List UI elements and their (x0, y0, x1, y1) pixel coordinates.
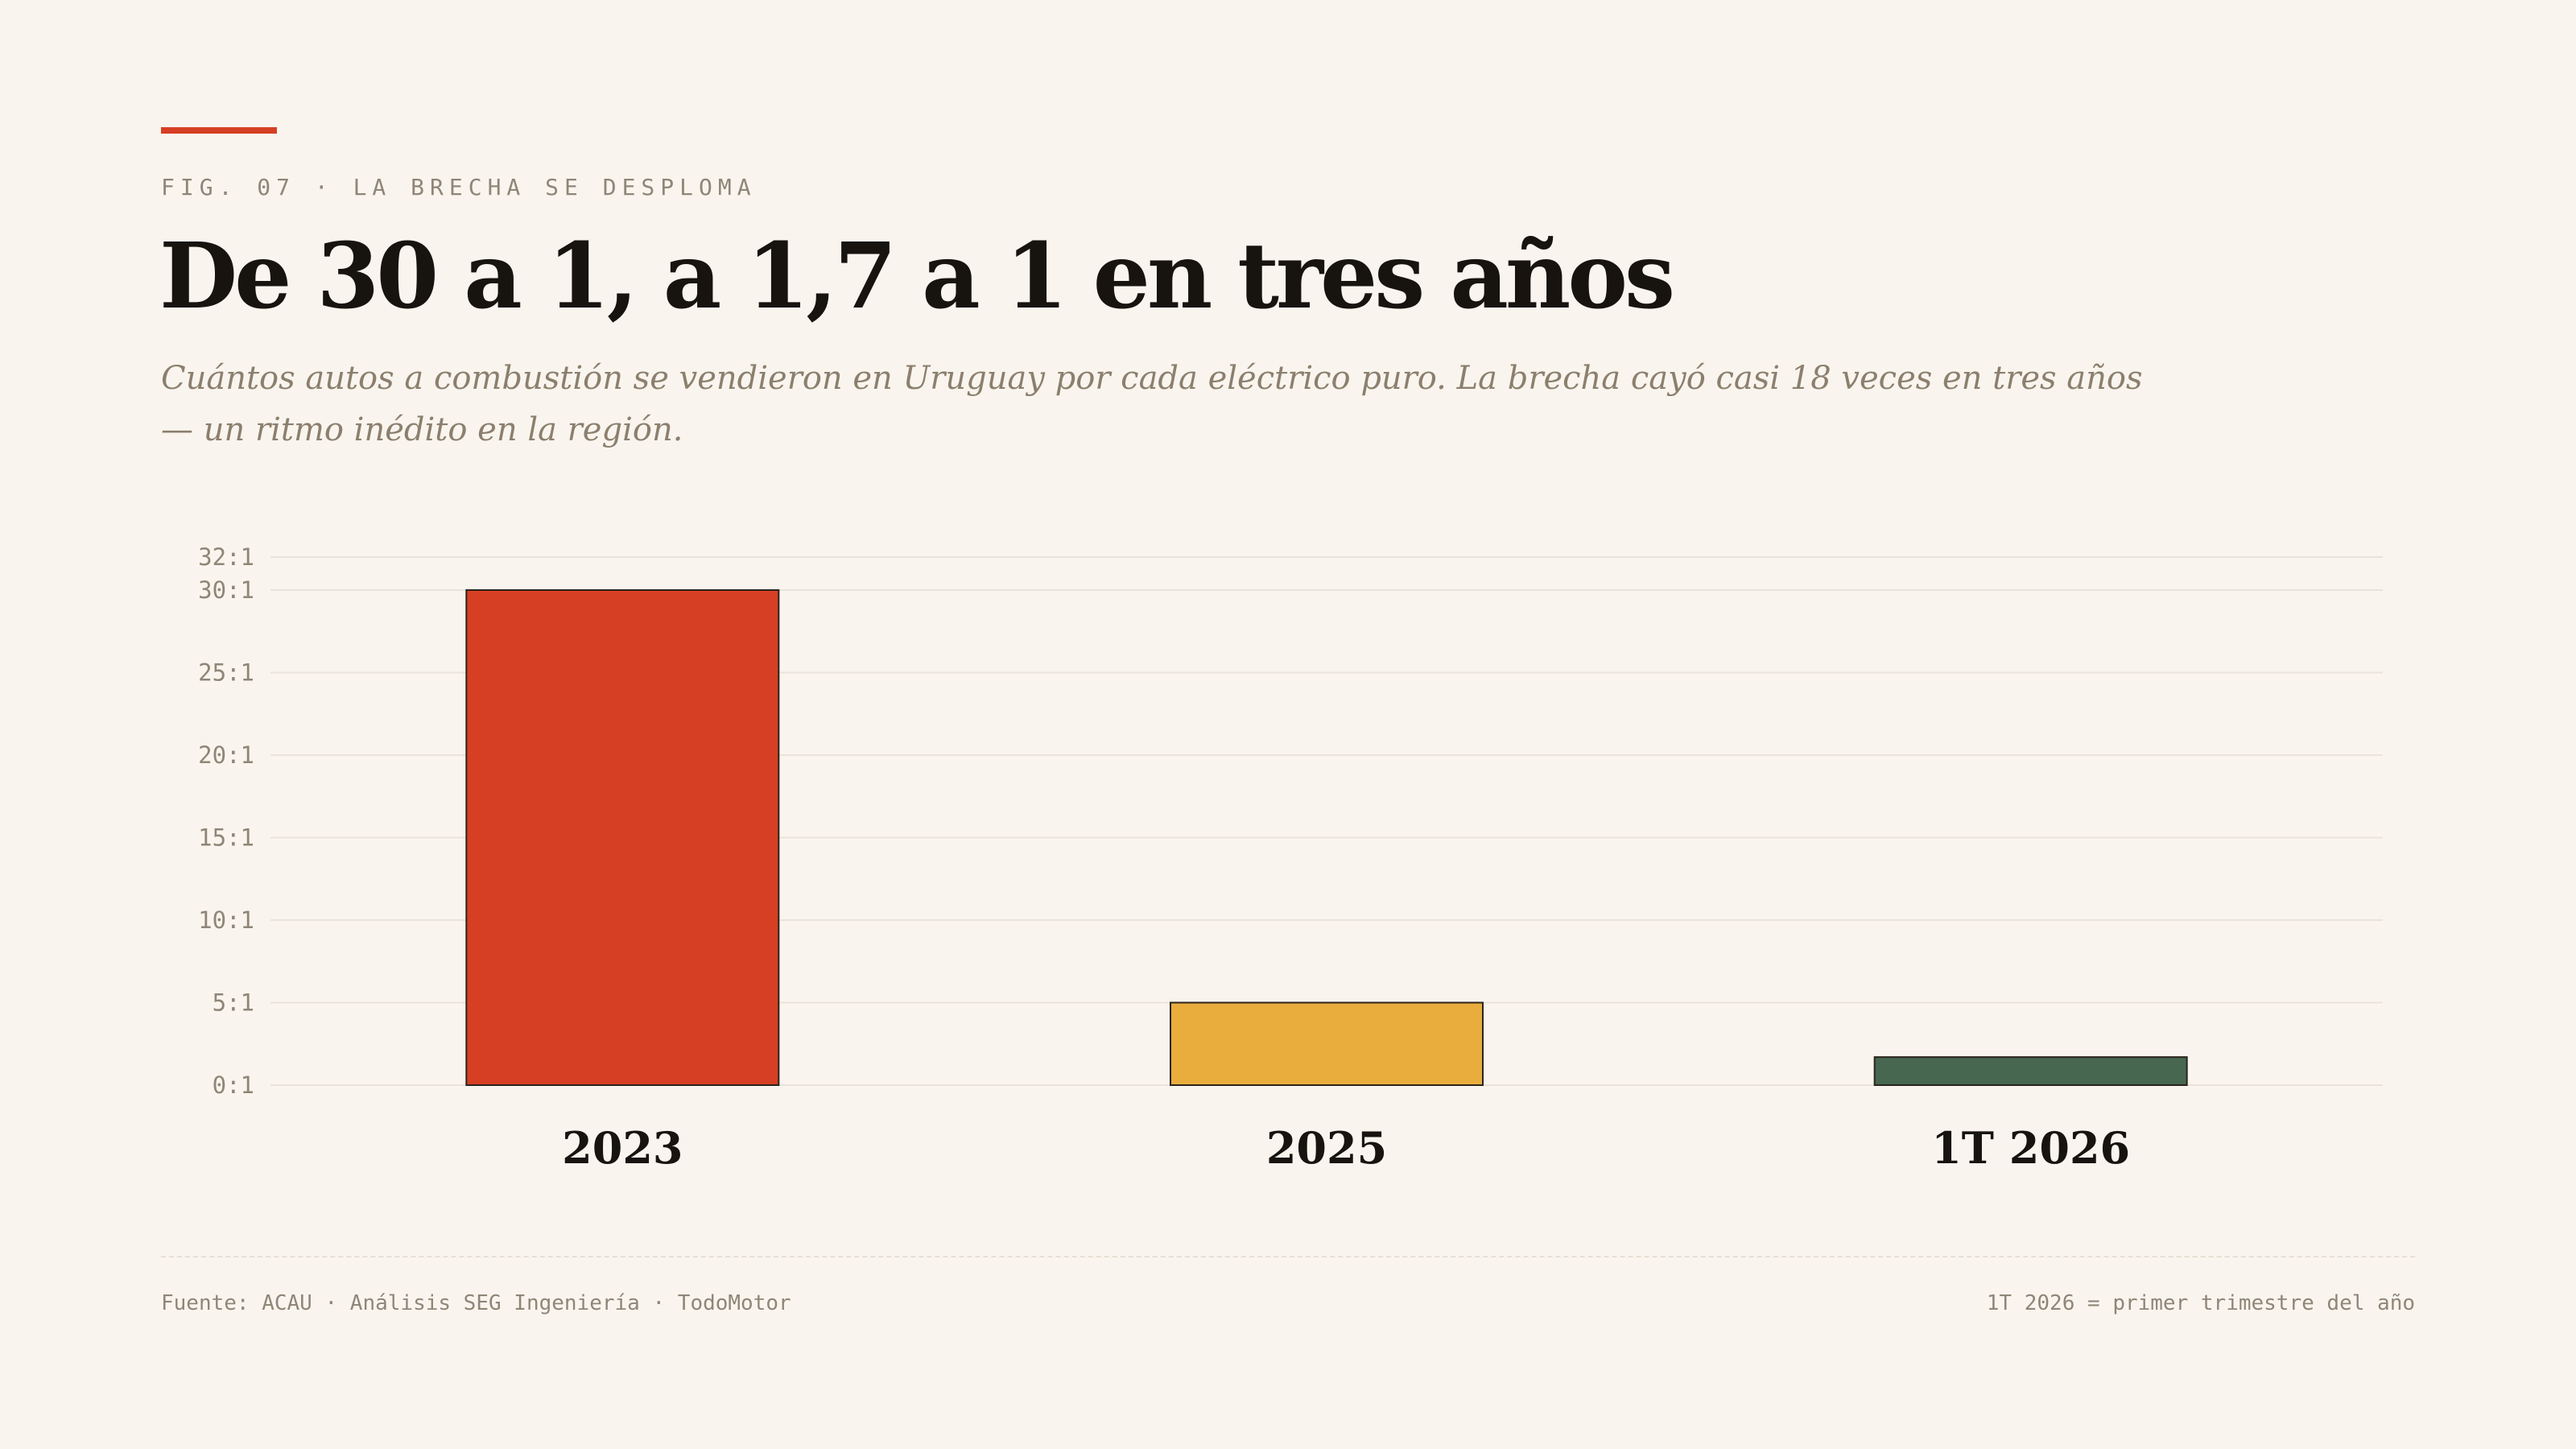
y-tick-label: 15:1 (198, 824, 254, 852)
x-category-label: 2023 (562, 1122, 683, 1174)
y-tick-label: 30:1 (198, 576, 254, 604)
accent-rule (161, 127, 277, 134)
footer-divider (161, 1256, 2415, 1257)
bar (1873, 1056, 2188, 1087)
y-tick-label: 32:1 (198, 543, 254, 571)
y-tick-label: 25:1 (198, 659, 254, 687)
y-tick-label: 0:1 (213, 1071, 254, 1099)
source-note: Fuente: ACAU · Análisis SEG Ingeniería ·… (161, 1291, 791, 1315)
footnote: 1T 2026 = primer trimestre del año (1986, 1291, 2415, 1315)
x-category-label: 1T 2026 (1931, 1122, 2130, 1174)
bar (465, 589, 780, 1086)
y-tick-label: 20:1 (198, 741, 254, 769)
chart-title: De 30 a 1, a 1,7 a 1 en tres años (159, 224, 1675, 329)
figure-label: FIG. 07 · LA BRECHA SE DESPLOMA (161, 174, 757, 200)
bar (1170, 1001, 1484, 1086)
x-category-label: 2025 (1266, 1122, 1387, 1174)
y-tick-label: 10:1 (198, 906, 254, 934)
y-tick-label: 5:1 (213, 989, 254, 1017)
chart-subtitle: Cuántos autos a combustión se vendieron … (161, 360, 2143, 448)
